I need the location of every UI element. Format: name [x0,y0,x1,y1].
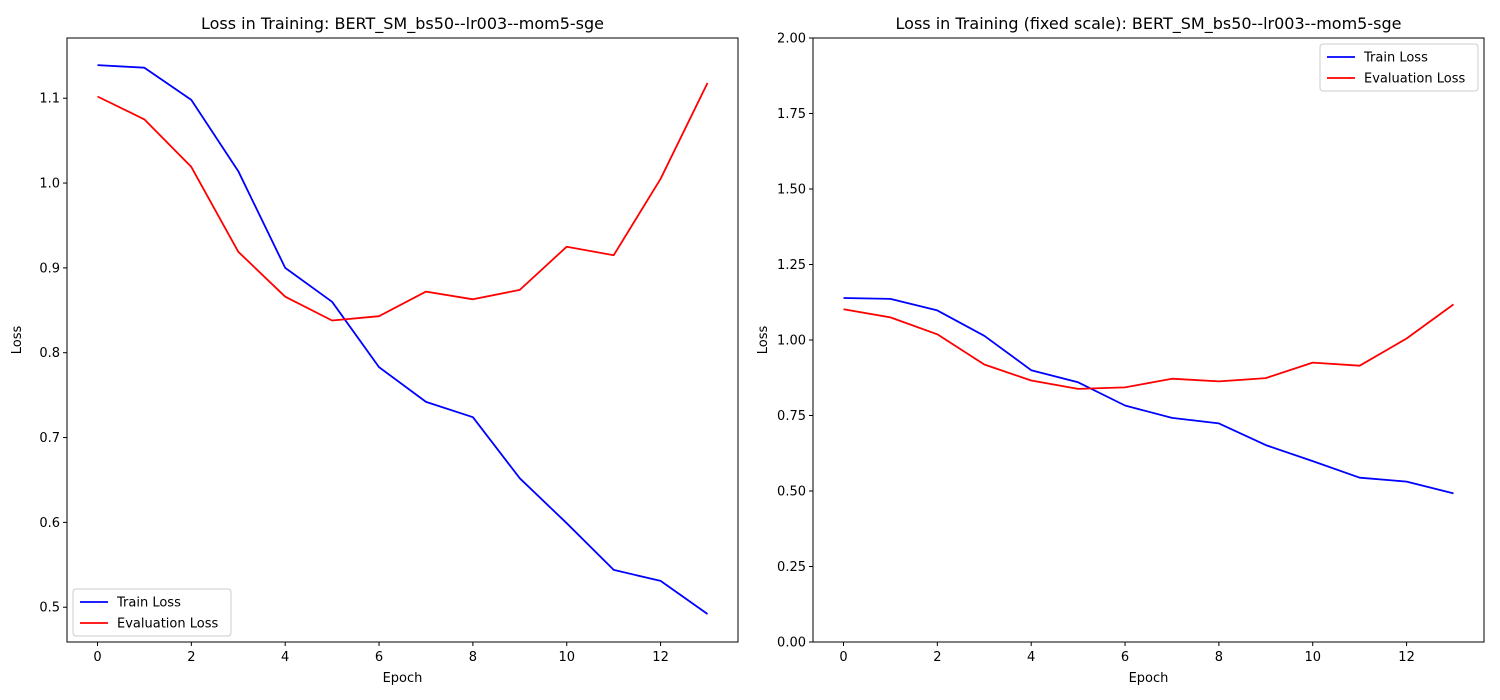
x-tick-label: 12 [652,650,669,665]
y-tick-label: 1.0 [39,177,60,192]
x-tick-label: 2 [187,650,195,665]
series-line-train-loss [843,297,1454,495]
y-tick-label: 0.8 [39,346,60,361]
y-axis-label: Loss [756,326,771,355]
x-tick-label: 12 [1398,650,1415,665]
x-tick-label: 2 [933,650,941,665]
x-axis-label: Epoch [383,671,423,686]
y-tick-label: 0.7 [39,431,60,446]
y-tick-label: 1.50 [777,183,806,198]
y-tick-label: 1.1 [39,92,60,107]
x-tick-label: 10 [1304,650,1321,665]
legend-label: Train Loss [1363,51,1428,66]
plot-frame [812,37,1485,643]
y-tick-label: 0.9 [39,261,60,276]
x-tick-label: 10 [558,650,575,665]
legend-label: Evaluation Loss [1364,72,1465,87]
y-tick-label: 0.75 [777,409,806,424]
x-axis-label: Epoch [1129,671,1169,686]
legend: Train Loss Evaluation Loss [72,588,232,637]
y-tick-label: 0.00 [777,636,806,651]
y-tick-label: 0.6 [39,516,60,531]
y-tick-label: 1.25 [777,258,806,273]
series-line-evaluation-loss [843,303,1455,390]
chart-panel-2: Loss in Training (fixed scale): BERT_SM_… [756,14,1485,686]
x-tick-label: 4 [1027,650,1035,665]
x-tick-label: 0 [839,650,847,665]
legend-box [1319,43,1479,92]
chart-title: Loss in Training: BERT_SM_bs50--lr003--m… [201,14,604,34]
plot-frame [66,37,739,643]
chart-panel-1: Loss in Training: BERT_SM_bs50--lr003--m… [10,14,739,686]
x-tick-label: 6 [1121,650,1129,665]
x-tick-label: 4 [281,650,289,665]
legend-box [72,588,232,637]
y-tick-label: 0.5 [39,601,60,616]
x-tick-label: 0 [93,650,101,665]
x-tick-label: 6 [375,650,383,665]
legend-label: Evaluation Loss [117,617,218,632]
x-tick-label: 8 [469,650,477,665]
series-line-train-loss [97,64,709,615]
legend: Train Loss Evaluation Loss [1319,43,1479,92]
x-tick-label: 8 [1215,650,1223,665]
y-tick-label: 0.50 [777,485,806,500]
y-tick-label: 2.00 [777,32,806,47]
y-tick-label: 1.75 [777,107,806,122]
series-line-evaluation-loss [97,82,709,322]
legend-label: Train Loss [116,596,181,611]
chart-title: Loss in Training (fixed scale): BERT_SM_… [896,14,1402,34]
y-tick-label: 1.00 [777,334,806,349]
y-tick-label: 0.25 [777,560,806,575]
y-axis-label: Loss [10,326,25,355]
